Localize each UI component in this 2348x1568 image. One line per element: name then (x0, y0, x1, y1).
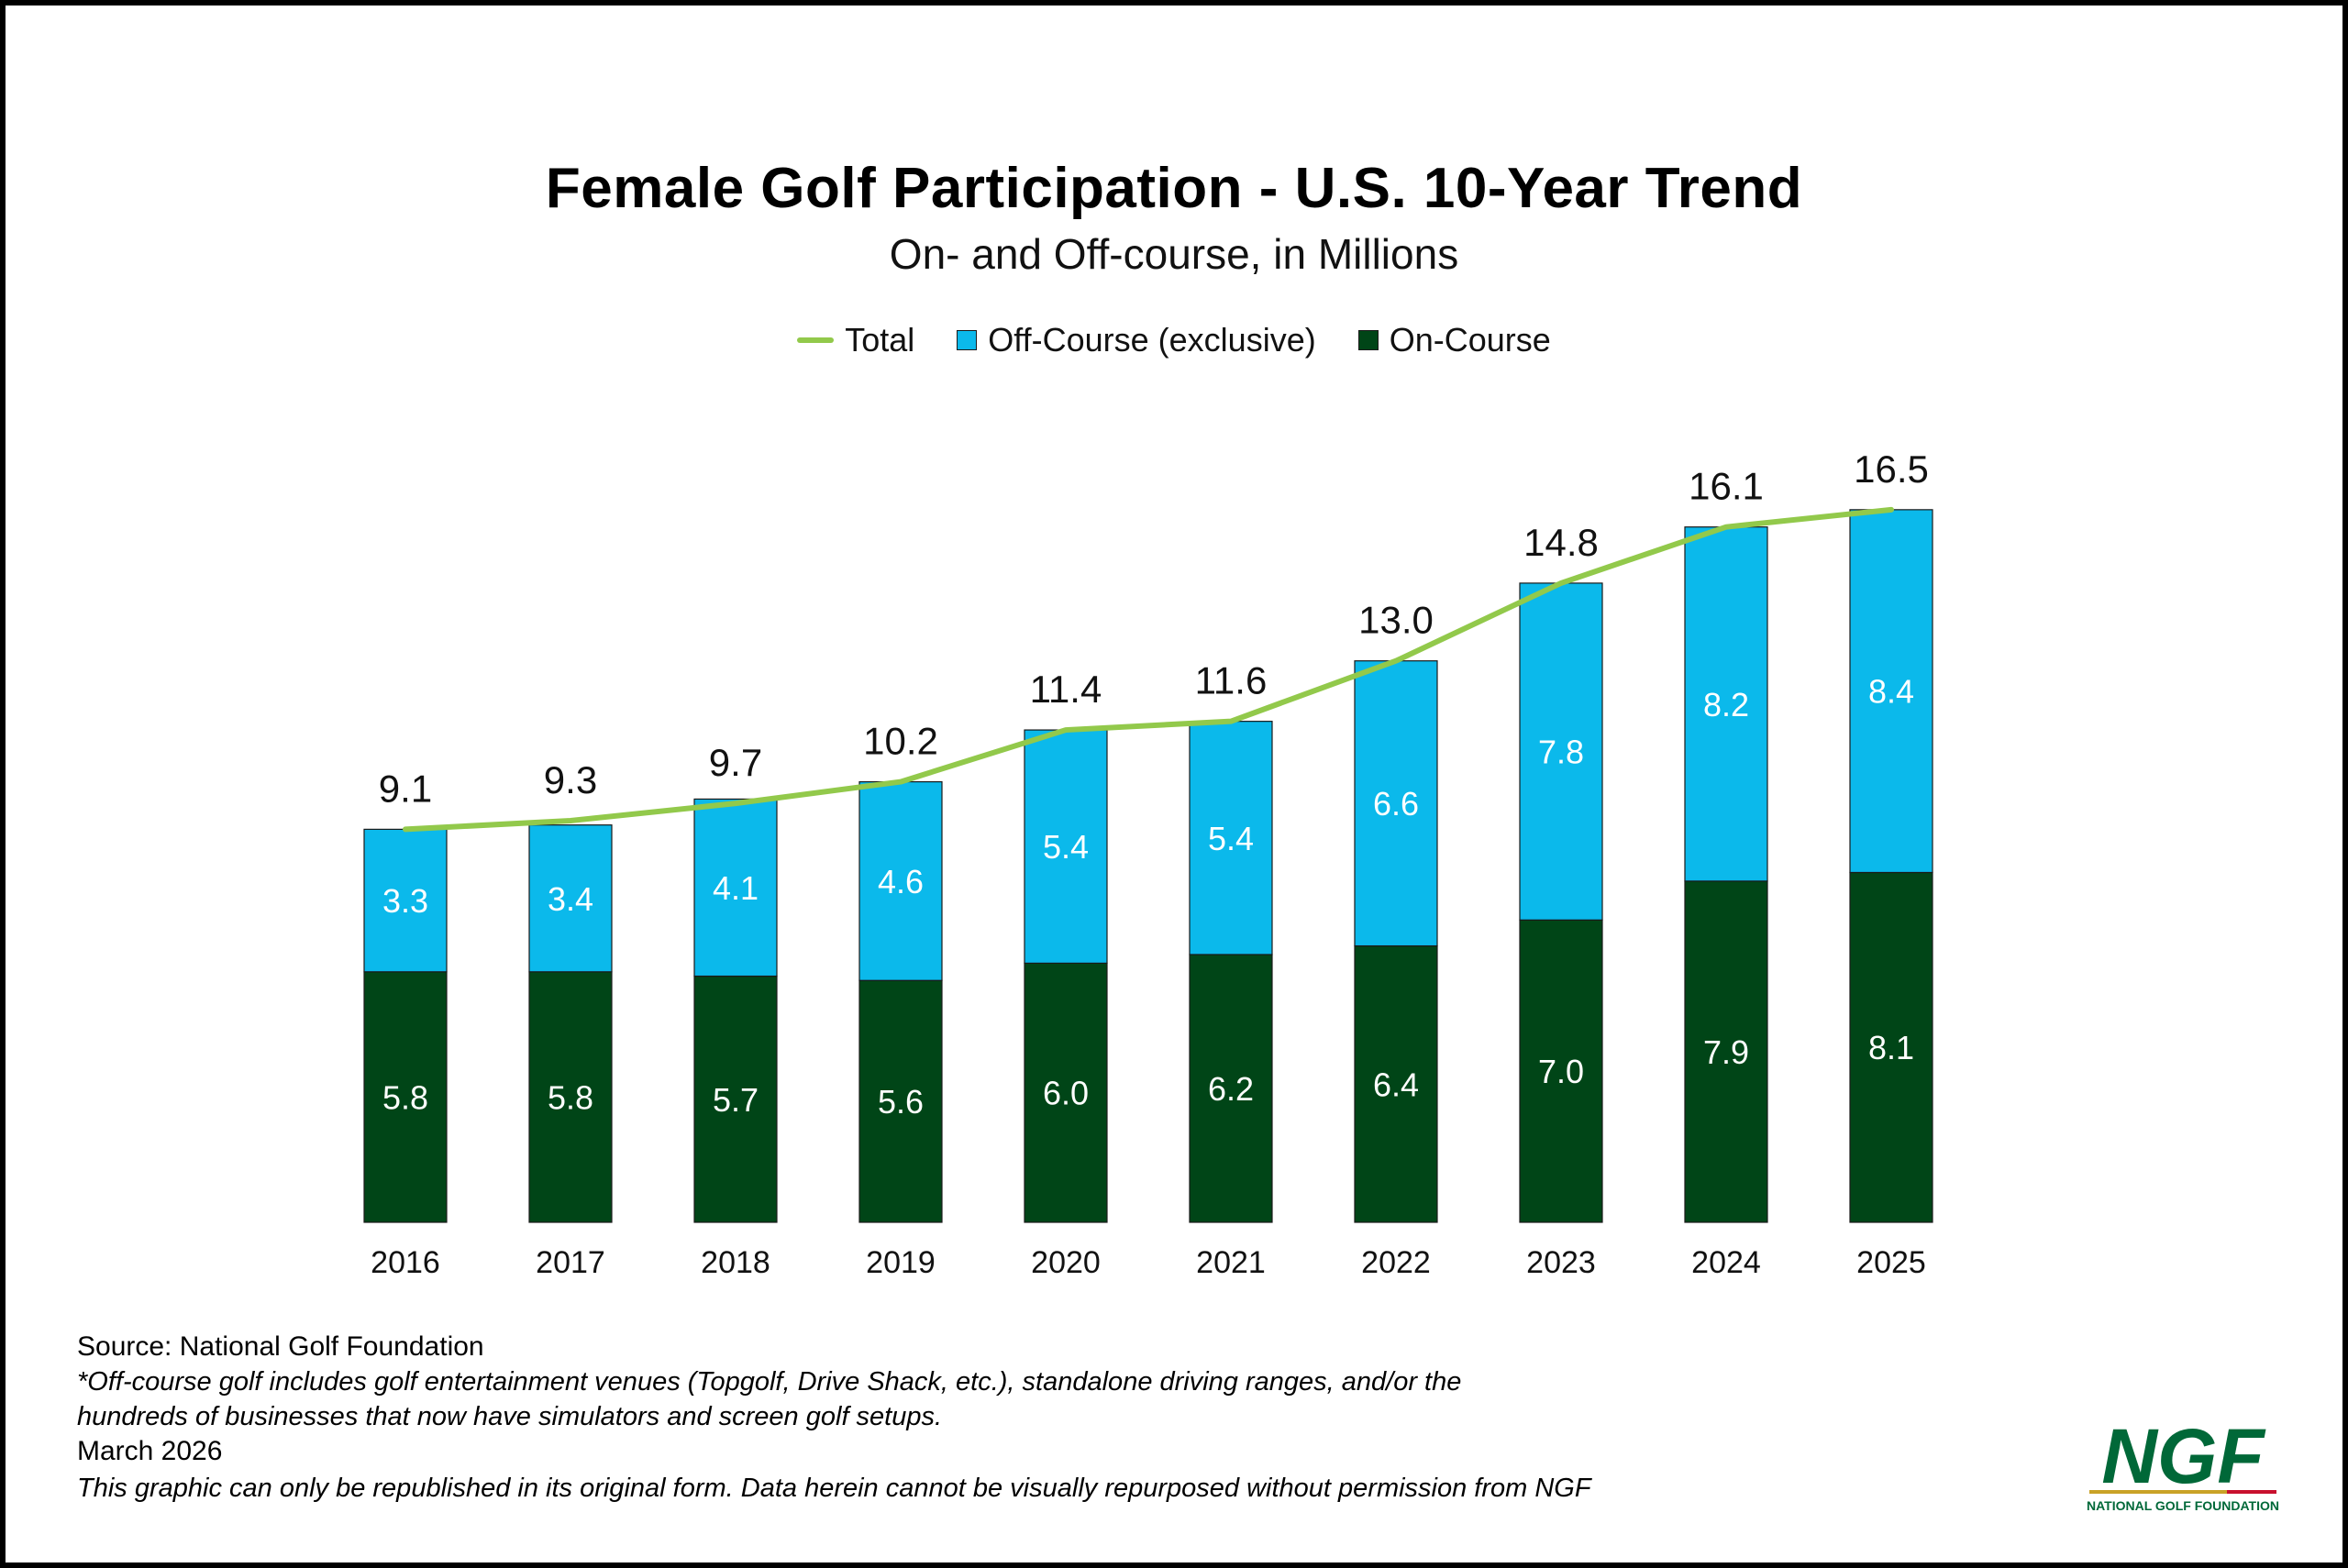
chart-subtitle: On- and Off-course, in Millions (889, 230, 1459, 278)
legend-item-off-course: Off-Course (exclusive) (957, 321, 1316, 359)
data-label-off-course-2018: 4.1 (713, 869, 759, 907)
x-tick-label-2022: 2022 (1361, 1245, 1431, 1280)
data-label-off-course-2017: 3.4 (548, 880, 593, 918)
x-tick-label-2018: 2018 (701, 1245, 770, 1280)
legend-label-off-course: Off-Course (exclusive) (988, 321, 1316, 359)
footnote-line-1: *Off-course golf includes golf entertain… (77, 1367, 1462, 1397)
bar-off-course-2019 (858, 780, 943, 981)
bar-on-course-2022 (1354, 944, 1438, 1223)
source-text: Source: National Golf Foundation (77, 1331, 484, 1362)
data-label-on-course-2016: 5.8 (382, 1078, 428, 1116)
data-label-off-course-2016: 3.3 (382, 882, 428, 920)
x-tick-label-2020: 2020 (1031, 1245, 1101, 1280)
data-label-on-course-2023: 7.0 (1538, 1053, 1584, 1090)
x-tick-label-2023: 2023 (1526, 1245, 1596, 1280)
logo-tagline: NATIONAL GOLF FOUNDATION (2087, 1498, 2279, 1513)
bar-off-course-2020 (1024, 729, 1108, 964)
legend-swatch-total (797, 337, 835, 343)
chart-title: Female Golf Participation - U.S. 10-Year… (545, 157, 1803, 220)
logo-stripe-red (2227, 1490, 2276, 1494)
bar-on-course-2025 (1849, 871, 1933, 1223)
data-label-on-course-2022: 6.4 (1373, 1066, 1419, 1103)
bar-off-course-2018 (693, 798, 778, 977)
bar-on-course-2020 (1024, 962, 1108, 1223)
publication-date: March 2026 (77, 1436, 223, 1466)
legend-label-on-course: On-Course (1389, 321, 1551, 359)
total-label-2021: 11.6 (1195, 659, 1268, 702)
bar-off-course-2016 (363, 828, 448, 973)
bar-off-course-2022 (1354, 660, 1438, 947)
data-label-off-course-2025: 8.4 (1868, 673, 1914, 711)
bar-on-course-2016 (363, 971, 448, 1223)
total-label-2018: 9.7 (709, 741, 762, 784)
republish-notice: This graphic can only be republished in … (77, 1474, 1591, 1503)
x-tick-label-2021: 2021 (1196, 1245, 1266, 1280)
data-label-on-course-2017: 5.8 (548, 1078, 593, 1116)
x-tick-label-2016: 2016 (371, 1245, 440, 1280)
legend-item-total: Total (797, 321, 914, 359)
bar-on-course-2018 (693, 975, 778, 1223)
total-label-2025: 16.5 (1854, 447, 1929, 491)
bar-off-course-2025 (1849, 509, 1933, 874)
chart-footer: Source: National Golf Foundation *Off-co… (77, 1330, 1911, 1507)
total-label-2024: 16.1 (1689, 465, 1764, 508)
data-label-off-course-2021: 5.4 (1208, 820, 1254, 857)
data-label-off-course-2023: 7.8 (1538, 734, 1584, 771)
x-tick-label-2017: 2017 (536, 1245, 605, 1280)
total-label-2023: 14.8 (1523, 521, 1599, 564)
data-label-off-course-2022: 6.6 (1373, 785, 1419, 823)
total-label-2016: 9.1 (379, 767, 432, 810)
logo-stripe-gold (2089, 1490, 2227, 1494)
total-label-2020: 11.4 (1030, 668, 1102, 711)
bar-off-course-2024 (1684, 526, 1768, 882)
data-label-on-course-2018: 5.7 (713, 1081, 759, 1119)
legend-swatch-on-course (1357, 330, 1379, 350)
data-label-off-course-2024: 8.2 (1703, 686, 1749, 723)
bar-off-course-2017 (528, 824, 613, 973)
bar-on-course-2017 (528, 971, 613, 1223)
data-label-on-course-2024: 7.9 (1703, 1033, 1749, 1071)
footnote-line-2: hundreds of businesses that now have sim… (77, 1402, 943, 1431)
legend-swatch-off-course (957, 330, 978, 350)
legend-label-total: Total (845, 321, 915, 359)
chart-legend: Total Off-Course (exclusive) On-Course (0, 321, 2348, 359)
ngf-logo: NGF NATIONAL GOLF FOUNDATION (2087, 1417, 2279, 1513)
x-tick-label-2019: 2019 (866, 1245, 936, 1280)
data-label-on-course-2019: 5.6 (878, 1083, 924, 1121)
x-tick-label-2025: 2025 (1856, 1245, 1926, 1280)
total-line (403, 506, 1894, 833)
data-label-on-course-2020: 6.0 (1043, 1075, 1089, 1112)
total-label-2019: 10.2 (863, 720, 938, 763)
data-label-off-course-2020: 5.4 (1043, 828, 1089, 866)
bar-on-course-2019 (858, 979, 943, 1223)
bar-on-course-2023 (1519, 919, 1603, 1223)
total-label-2017: 9.3 (544, 758, 597, 801)
bar-off-course-2021 (1189, 721, 1273, 955)
logo-mark: NGF (2101, 1417, 2266, 1499)
data-label-on-course-2025: 8.1 (1868, 1029, 1914, 1066)
data-label-on-course-2021: 6.2 (1208, 1070, 1254, 1108)
data-label-off-course-2019: 4.6 (878, 863, 924, 900)
x-tick-label-2024: 2024 (1691, 1245, 1761, 1280)
bar-off-course-2023 (1519, 582, 1603, 921)
bar-on-course-2021 (1189, 954, 1273, 1223)
legend-item-on-course: On-Course (1357, 321, 1551, 359)
total-label-2022: 13.0 (1358, 599, 1434, 642)
